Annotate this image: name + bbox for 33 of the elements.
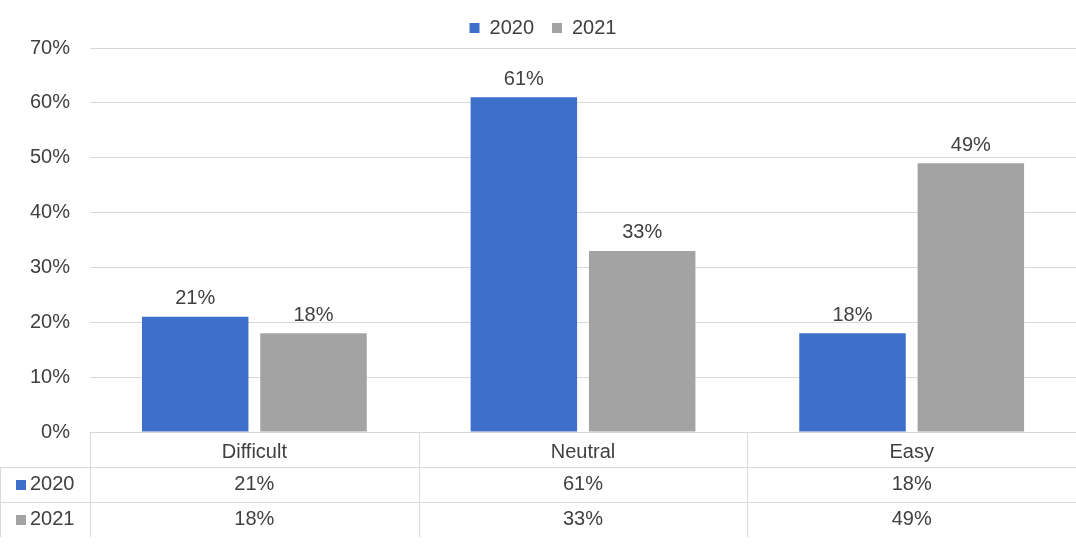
text: 18% [293,302,334,325]
text: 33% [622,220,663,243]
text: 49% [950,132,991,155]
bar [470,97,578,432]
text: 18% [832,302,873,325]
y-tick-label: 30% [30,254,71,277]
x-tick-label: Neutral [550,439,616,462]
bar [588,250,696,432]
bar [799,333,906,432]
x-tick-label: Easy [889,439,934,462]
y-tick-label: 10% [30,364,71,387]
data-label: 33% [563,507,604,530]
legend-label: 2020 [489,15,535,38]
y-tick-label: 70% [30,35,71,58]
text: 61% [503,66,544,89]
y-tick-label: 40% [30,200,71,223]
text: 2021 [30,507,75,530]
y-tick-label: 60% [30,90,71,113]
data-label: 61% [563,472,604,495]
data-label: 21% [234,472,275,495]
x-tick-label: Difficult [221,439,288,462]
data-label: 18% [891,472,932,495]
y-tick-label: 50% [30,145,71,168]
bar [917,163,1025,432]
data-label: 49% [891,507,932,530]
y-tick-label: 0% [41,419,71,442]
text: 21% [175,286,216,309]
data-label: 18% [234,507,275,530]
bar [260,333,367,432]
legend-label: 2021 [572,15,617,38]
text: 2020 [30,472,75,495]
y-tick-label: 20% [30,309,71,332]
bar [141,316,249,432]
